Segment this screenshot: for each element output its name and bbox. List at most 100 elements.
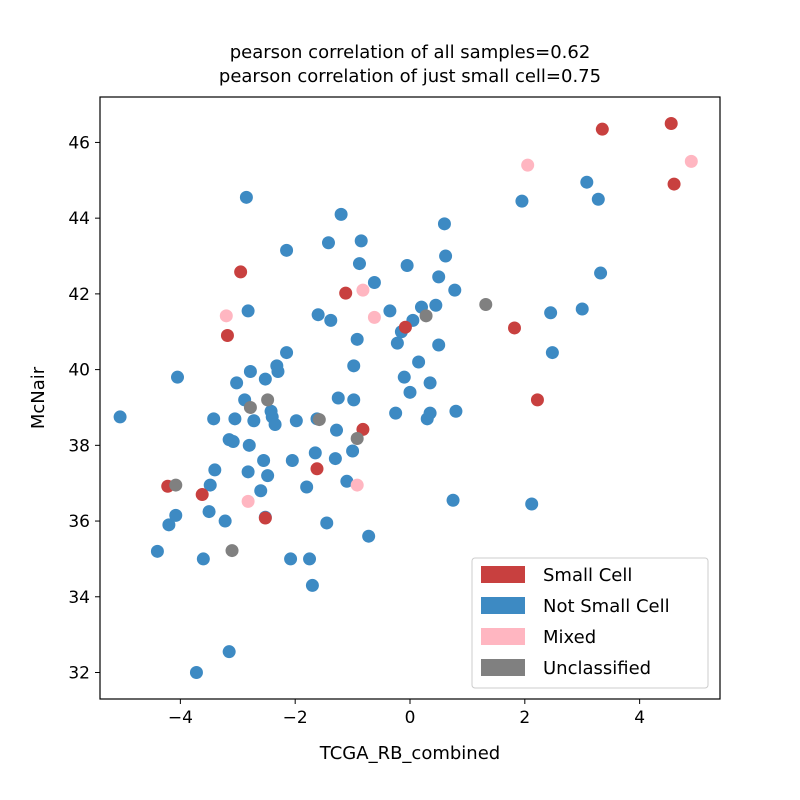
- chart-title: pearson correlation of all samples=0.62 …: [219, 42, 601, 87]
- point-not-small-cell-1: [150, 544, 164, 558]
- point-mixed-1: [241, 494, 255, 508]
- point-small-cell-6: [339, 286, 353, 300]
- axis-ticks: −4 −2 0 2 4 32 34 36 38 40 42 44 46: [68, 133, 645, 728]
- point-mixed-2: [350, 478, 364, 492]
- series-mixed: [219, 154, 698, 508]
- point-not-small-cell-7: [202, 505, 216, 519]
- point-not-small-cell-2: [162, 518, 176, 532]
- legend-label-unclassified: Unclassified: [543, 658, 651, 679]
- point-not-small-cell-28: [261, 469, 275, 483]
- point-not-small-cell-54: [347, 393, 361, 407]
- point-not-small-cell-22: [243, 364, 257, 378]
- y-tick-label: 34: [68, 588, 90, 608]
- point-not-small-cell-4: [171, 370, 184, 384]
- point-small-cell-8: [398, 320, 412, 334]
- point-not-small-cell-73: [423, 376, 437, 390]
- point-unclassified-3: [261, 393, 275, 407]
- point-not-small-cell-41: [305, 578, 319, 592]
- x-tick-label: −4: [168, 708, 193, 728]
- point-mixed-0: [219, 309, 233, 323]
- point-not-small-cell-58: [354, 234, 368, 248]
- point-not-small-cell-66: [400, 258, 414, 272]
- point-small-cell-12: [664, 117, 678, 131]
- point-not-small-cell-6: [196, 552, 210, 566]
- x-tick-label: 4: [634, 708, 645, 728]
- point-not-small-cell-61: [383, 304, 397, 318]
- point-not-small-cell-81: [449, 404, 463, 418]
- x-tick-label: −2: [283, 708, 308, 728]
- point-not-small-cell-18: [239, 190, 253, 204]
- point-unclassified-4: [312, 413, 326, 427]
- point-not-small-cell-45: [320, 516, 334, 530]
- legend-swatch-mixed: [481, 628, 525, 645]
- point-not-small-cell-0: [113, 410, 127, 424]
- y-tick-label: 44: [68, 209, 90, 229]
- point-not-small-cell-57: [352, 257, 366, 271]
- legend-box: [471, 557, 709, 689]
- point-mixed-3: [356, 283, 370, 297]
- point-not-small-cell-39: [300, 480, 314, 494]
- legend-swatch-small-cell: [481, 566, 525, 583]
- point-not-small-cell-24: [254, 484, 268, 498]
- series-not-small-cell: [113, 175, 608, 679]
- point-not-small-cell-40: [303, 552, 317, 566]
- x-tick-label: 2: [519, 708, 530, 728]
- point-unclassified-6: [419, 309, 433, 323]
- point-not-small-cell-67: [403, 385, 417, 399]
- point-unclassified-5: [350, 432, 364, 446]
- point-not-small-cell-87: [580, 175, 594, 189]
- point-not-small-cell-74: [429, 298, 443, 312]
- point-not-small-cell-36: [284, 552, 298, 566]
- series-unclassified: [169, 297, 493, 558]
- point-not-small-cell-25: [257, 453, 271, 467]
- point-not-small-cell-48: [328, 452, 342, 466]
- point-small-cell-9: [507, 321, 521, 335]
- point-small-cell-1: [195, 488, 209, 502]
- point-not-small-cell-80: [448, 283, 462, 297]
- point-not-small-cell-88: [591, 192, 605, 206]
- point-not-small-cell-56: [350, 332, 364, 346]
- chart-title-line-1: pearson correlation of all samples=0.62: [230, 42, 591, 63]
- point-not-small-cell-76: [432, 338, 446, 352]
- point-unclassified-7: [479, 297, 493, 311]
- point-not-small-cell-83: [525, 497, 539, 511]
- point-not-small-cell-15: [228, 412, 242, 426]
- point-small-cell-5: [310, 462, 324, 476]
- point-not-small-cell-3: [169, 508, 183, 522]
- plot-frame: [99, 96, 721, 700]
- point-not-small-cell-23: [247, 414, 261, 428]
- point-unclassified-2: [243, 400, 257, 414]
- y-axis-label: McNair: [28, 366, 49, 429]
- point-mixed-4: [367, 310, 381, 324]
- point-not-small-cell-51: [334, 207, 348, 221]
- point-not-small-cell-53: [346, 444, 360, 458]
- legend-label-not-small-cell: Not Small Cell: [543, 596, 670, 617]
- legend-swatch-unclassified: [481, 659, 525, 676]
- point-not-small-cell-69: [412, 355, 426, 369]
- point-not-small-cell-5: [189, 665, 203, 679]
- point-not-small-cell-86: [575, 302, 589, 316]
- point-small-cell-2: [220, 329, 234, 343]
- point-not-small-cell-20: [241, 465, 255, 479]
- y-tick-label: 38: [68, 436, 90, 456]
- point-not-small-cell-79: [446, 493, 460, 507]
- point-not-small-cell-65: [397, 370, 411, 384]
- point-not-small-cell-14: [226, 435, 240, 449]
- point-not-small-cell-33: [271, 364, 285, 378]
- point-not-small-cell-49: [330, 423, 344, 437]
- point-not-small-cell-44: [311, 308, 325, 322]
- point-not-small-cell-72: [423, 406, 437, 420]
- point-not-small-cell-59: [362, 529, 376, 543]
- y-tick-label: 36: [68, 512, 90, 532]
- point-mixed-6: [684, 154, 698, 168]
- point-not-small-cell-19: [241, 304, 255, 318]
- point-not-small-cell-42: [308, 446, 322, 460]
- point-not-small-cell-63: [390, 336, 404, 350]
- y-tick-label: 46: [68, 133, 90, 153]
- point-not-small-cell-77: [437, 217, 451, 231]
- point-not-small-cell-8: [203, 478, 217, 492]
- point-unclassified-0: [169, 478, 183, 492]
- point-not-small-cell-52: [340, 474, 354, 488]
- point-not-small-cell-37: [285, 453, 299, 467]
